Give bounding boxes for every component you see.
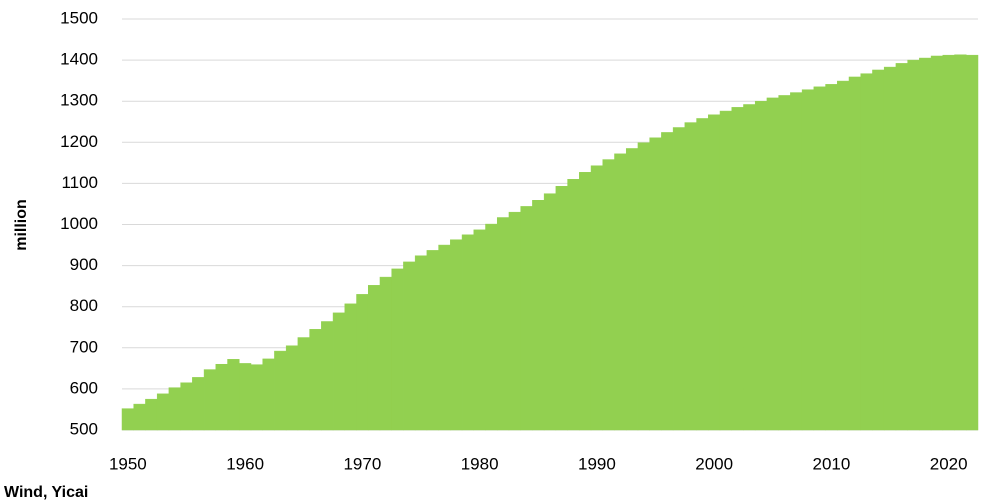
y-tick-label: 1000 [60, 214, 98, 233]
bar [837, 80, 850, 431]
bar [801, 89, 815, 431]
bar [508, 211, 521, 431]
bar [719, 110, 733, 431]
bar [743, 104, 756, 431]
bar [168, 387, 181, 431]
bar [532, 200, 545, 431]
y-axis-label: million [13, 199, 30, 251]
bar [203, 369, 217, 431]
bar [661, 132, 674, 431]
bar [872, 69, 885, 431]
bar [590, 165, 604, 431]
bar [754, 100, 768, 431]
bar [180, 382, 193, 431]
bar [297, 337, 310, 431]
bar [274, 350, 287, 431]
bar [379, 276, 392, 431]
y-tick-label: 1300 [60, 91, 98, 110]
y-tick-label: 1500 [60, 8, 98, 27]
y-tick-label: 1100 [61, 173, 98, 192]
bar [930, 55, 944, 431]
source: Wind, Yicai [4, 484, 88, 501]
x-tick-label: 2020 [930, 454, 968, 473]
bar [895, 63, 908, 431]
bar [485, 223, 498, 431]
bar [860, 73, 873, 431]
bar [625, 148, 639, 431]
bar [790, 92, 803, 431]
bar [708, 114, 721, 431]
bar [684, 122, 697, 431]
bar [145, 398, 158, 431]
bar [438, 244, 451, 431]
bar [954, 54, 967, 431]
bar [262, 358, 275, 431]
bar [367, 285, 381, 431]
bar [156, 393, 170, 431]
bar [215, 363, 228, 431]
x-tick-label: 2000 [695, 454, 733, 473]
bar [403, 261, 416, 431]
bar [391, 268, 404, 431]
bar [496, 217, 510, 431]
bar [919, 57, 932, 431]
bar [731, 107, 744, 431]
bar [121, 408, 134, 431]
bar [356, 294, 369, 431]
x-tick-label: 1970 [343, 454, 381, 473]
bar [813, 86, 826, 431]
y-tick-label: 500 [70, 419, 98, 438]
bar [579, 172, 592, 431]
bar [192, 377, 205, 431]
x-tick-label: 1990 [578, 454, 616, 473]
y-tick-label: 900 [70, 255, 98, 274]
bar [414, 255, 428, 431]
bar [942, 54, 955, 431]
bar [133, 403, 146, 431]
bar [285, 345, 299, 431]
x-tick-label: 1980 [461, 454, 499, 473]
bar [649, 137, 662, 431]
y-tick-label: 1200 [60, 132, 98, 151]
bar [614, 153, 627, 431]
bar [227, 359, 240, 431]
bar [543, 193, 557, 431]
bar [321, 321, 334, 431]
bar [473, 229, 486, 431]
bar [637, 142, 650, 431]
bar [555, 186, 568, 431]
y-tick-label: 800 [70, 296, 98, 315]
bar [848, 76, 861, 431]
y-tick-label: 1400 [60, 50, 98, 69]
bar [450, 239, 463, 431]
bar [567, 179, 580, 431]
bar [461, 234, 475, 431]
bar [966, 54, 979, 431]
bar [426, 250, 439, 431]
bar [778, 95, 791, 431]
x-tick-label: 2010 [813, 454, 851, 473]
y-tick-label: 600 [70, 378, 98, 397]
bar [696, 118, 709, 431]
bar [239, 363, 252, 431]
bar [672, 127, 686, 431]
bar [520, 206, 533, 431]
bar [766, 97, 779, 431]
bar [883, 66, 897, 431]
y-tick-label: 700 [70, 337, 98, 356]
bar [309, 329, 322, 431]
x-tick-label: 1960 [226, 454, 264, 473]
bar [250, 364, 263, 431]
bar [825, 84, 838, 431]
x-tick-label: 1950 [109, 454, 147, 473]
bar [602, 159, 615, 431]
bar [332, 312, 346, 431]
bar [344, 303, 357, 431]
bar [907, 59, 920, 431]
